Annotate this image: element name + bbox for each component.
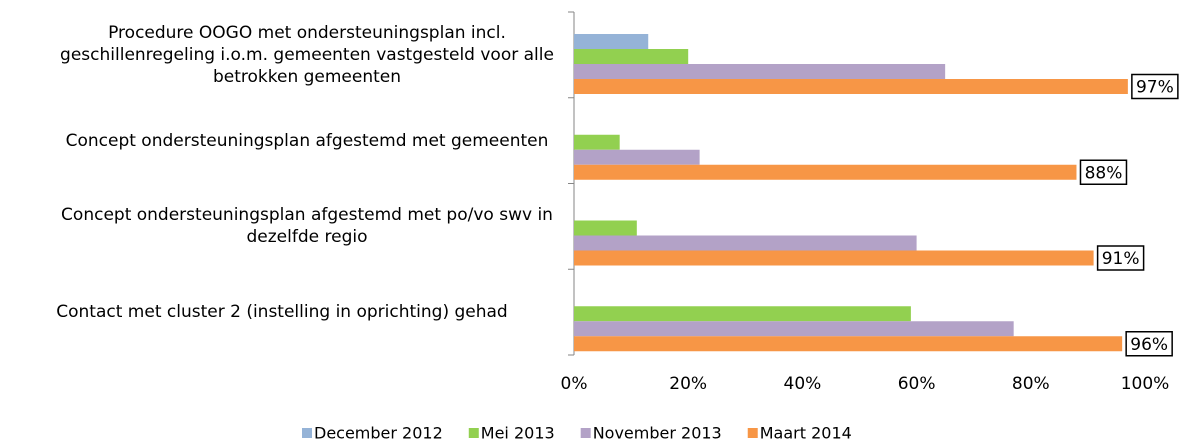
bar [574, 235, 917, 251]
bar [574, 79, 1128, 94]
legend-label: December 2012 [314, 424, 443, 441]
data-label-box [1096, 245, 1145, 271]
x-tick-label: 0% [561, 374, 588, 394]
bar [574, 64, 946, 79]
bar [574, 336, 1123, 352]
bar [574, 34, 649, 49]
bar [574, 149, 700, 165]
bar [574, 164, 1077, 180]
legend-swatch [747, 428, 758, 438]
data-label: 88% [1085, 163, 1123, 183]
data-label: 91% [1102, 249, 1140, 269]
data-label-box [1131, 73, 1179, 100]
legend-swatch [468, 428, 479, 438]
category-label: Contact met cluster 2 (instelling in opr… [56, 302, 508, 323]
data-label: 96% [1130, 335, 1168, 355]
legend-label: November 2013 [593, 424, 722, 441]
x-tick-label: 100% [1121, 374, 1170, 394]
x-tick-label: 60% [898, 374, 936, 394]
x-tick-label: 20% [669, 374, 707, 394]
x-tick-label: 40% [784, 374, 822, 394]
data-label: 97% [1136, 78, 1174, 98]
category-label: Concept ondersteuningsplan afgestemd met… [65, 130, 549, 151]
bar [574, 306, 911, 322]
category-label: Concept ondersteuningsplan afgestemd met… [61, 205, 553, 248]
bar [574, 321, 1014, 337]
data-label-box [1125, 331, 1173, 357]
bar [574, 220, 637, 236]
x-tick-label: 80% [1012, 374, 1050, 394]
category-label: Procedure OOGO met ondersteuningsplan in… [60, 22, 554, 87]
bar [574, 134, 620, 150]
legend-swatch [580, 428, 591, 438]
bar [574, 250, 1094, 266]
legend-swatch [302, 428, 312, 438]
legend-label: Maart 2014 [760, 424, 852, 441]
bar [574, 49, 689, 64]
legend-label: Mei 2013 [481, 424, 555, 441]
data-label-box [1079, 159, 1128, 185]
